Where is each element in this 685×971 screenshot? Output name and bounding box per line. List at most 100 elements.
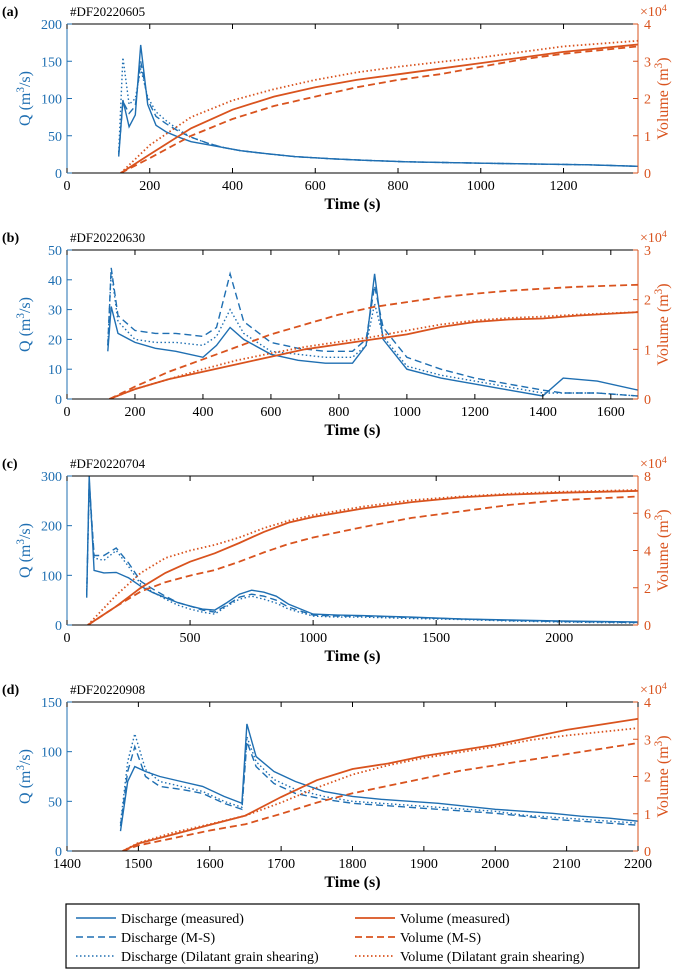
discharge-line-dotted (119, 731, 638, 824)
x-tick-label: 800 (328, 405, 349, 420)
panel-b: 0 200 400 600 800 1000 1200 1400 160001020304050… (2, 229, 672, 440)
x-tick-label: 1600 (597, 405, 625, 420)
x-tick-label: 600 (305, 179, 326, 194)
event-id-label: #DF20220630 (70, 230, 145, 245)
right-exponent-label: ×104 (640, 455, 667, 473)
right-exponent-label-part: 4 (662, 3, 667, 14)
right-exponent-label-part: 4 (662, 681, 667, 692)
left-tick-label: 200 (41, 520, 62, 535)
event-id-label: #DF20220605 (70, 4, 145, 19)
x-tick-label: 1200 (550, 179, 578, 194)
left-tick-label: 100 (41, 746, 62, 761)
discharge-line-solid (107, 273, 638, 397)
right-exponent-label-part: 4 (662, 455, 667, 466)
right-y-axis-label: Volume (m3) (653, 735, 672, 817)
right-tick-label: 4 (644, 696, 651, 711)
panel-label: (c) (2, 457, 18, 472)
volume-line-solid (122, 717, 638, 851)
left-y-axis-label-part: /s) (17, 297, 34, 313)
right-exponent-label-part: ×10 (640, 457, 662, 472)
x-tick-label: 800 (388, 179, 409, 194)
right-tick-label: 4 (644, 18, 651, 33)
discharge-line-solid (118, 44, 638, 167)
x-tick-label: 0 (64, 179, 71, 194)
discharge-line-dotted (86, 485, 638, 624)
x-tick-label: 1400 (53, 857, 81, 872)
legend-entry-label: Volume (Dilatant grain shearing) (400, 950, 585, 965)
x-tick-label: 600 (260, 405, 281, 420)
left-tick-label: 300 (41, 470, 62, 485)
right-tick-label: 2 (644, 294, 651, 309)
left-y-axis-label-part: 3 (15, 313, 27, 319)
right-tick-label: 6 (644, 507, 651, 522)
left-tick-label: 50 (48, 244, 62, 259)
right-tick-label: 0 (644, 393, 651, 408)
legend: Discharge (measured) Volume (measured) Dis… (65, 903, 640, 969)
right-y-axis-label-part: 3 (653, 740, 665, 746)
event-id-label: #DF20220908 (70, 682, 145, 697)
x-tick-label: 2000 (545, 631, 573, 646)
panel-a: 0 200 400 600 800 1000 1200 0 50 100 150 200 0 1 2 3 4 Ti… (2, 3, 672, 214)
right-y-axis-label-part: Volume (m (655, 746, 672, 818)
left-y-axis-label: Q (m3/s) (15, 71, 34, 126)
x-tick-label: 2200 (624, 857, 652, 872)
panel-label: (d) (2, 683, 19, 698)
right-exponent-label-part: ×10 (640, 683, 662, 698)
right-tick-label: 2 (644, 582, 651, 597)
panel-label: (b) (2, 231, 19, 246)
right-tick-label: 0 (644, 845, 651, 860)
right-tick-label: 0 (644, 619, 651, 634)
x-tick-label: 1500 (124, 857, 152, 872)
left-tick-label: 100 (41, 93, 62, 108)
x-tick-label: 200 (124, 405, 145, 420)
left-y-axis-label-part: Q (m (17, 544, 34, 578)
x-tick-label: 1000 (467, 179, 495, 194)
right-y-axis-label: Volume (m3) (653, 509, 672, 591)
right-y-axis-label-part: Volume (m (655, 294, 672, 366)
x-tick-label: 2000 (481, 857, 509, 872)
x-tick-label: 1800 (339, 857, 367, 872)
left-tick-label: 20 (48, 333, 62, 348)
left-tick-label: 10 (48, 363, 62, 378)
left-y-axis-label-part: /s) (17, 749, 34, 765)
right-tick-label: 1 (644, 808, 651, 823)
volume-line-dotted (120, 39, 638, 173)
volume-line-dashed (87, 495, 638, 625)
left-y-axis-label-part: 3 (15, 539, 27, 545)
legend-entry-label: Volume (M-S) (400, 931, 481, 946)
x-tick-label: 0 (64, 631, 71, 646)
legend-entry-label: Discharge (M-S) (121, 931, 216, 946)
right-tick-label: 2 (644, 771, 651, 786)
right-y-axis-label-part: 3 (653, 514, 665, 520)
x-tick-label: 1500 (422, 631, 450, 646)
left-y-axis-label-part: Q (m (17, 318, 34, 352)
right-tick-label: 1 (644, 343, 651, 358)
x-tick-label: 500 (180, 631, 201, 646)
right-exponent-label: ×104 (640, 3, 667, 21)
panel-c: 0 500 1000 1500 2000 0 100 200 300 0 2 4 6 8 Time (s) Q… (2, 455, 672, 666)
right-tick-label: 1 (644, 130, 651, 145)
discharge-line-solid (119, 723, 638, 832)
right-exponent-label-part: ×10 (640, 231, 662, 246)
x-tick-label: 1200 (461, 405, 489, 420)
left-tick-label: 100 (41, 569, 62, 584)
panel-d: 1400 1500 1600 1700 1800 1900 2000 2100 22000501… (2, 681, 672, 892)
x-axis-label: Time (s) (324, 422, 380, 439)
x-tick-label: 1700 (267, 857, 295, 872)
volume-line-solid (109, 311, 638, 399)
right-y-axis-label-part: ) (655, 57, 672, 62)
left-tick-label: 150 (41, 55, 62, 70)
right-exponent-label-part: 4 (662, 229, 667, 240)
x-tick-label: 1400 (529, 405, 557, 420)
event-id-label: #DF20220704 (70, 456, 146, 471)
right-y-axis-label: Volume (m3) (653, 283, 672, 365)
x-tick-label: 0 (64, 405, 71, 420)
right-exponent-label: ×104 (640, 229, 667, 247)
volume-line-dotted (109, 311, 638, 399)
discharge-line-dashed (86, 480, 638, 624)
legend-entry-label: Volume (measured) (400, 912, 510, 927)
left-tick-label: 50 (48, 795, 62, 810)
x-axis-label: Time (s) (324, 196, 380, 213)
left-y-axis-label-part: 3 (15, 765, 27, 771)
